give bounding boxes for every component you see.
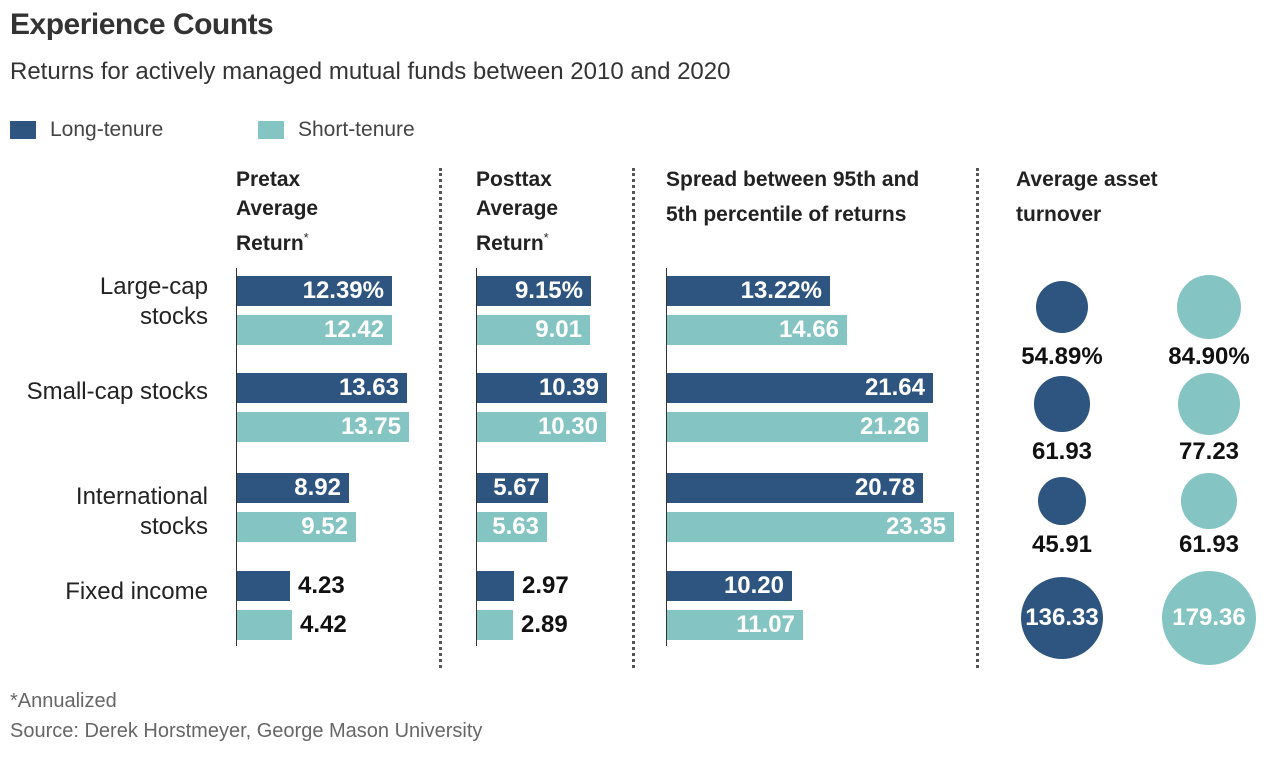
column-heading-spread-text: Spread between 95th and 5th percentile o…: [666, 168, 920, 226]
axis-line-pretax: [236, 268, 237, 646]
legend-swatch-long-tenure: [10, 121, 36, 139]
bar-spread-long-tenure-small-cap-stocks: 21.64: [667, 373, 933, 403]
bar-pretax-long-tenure-international-stocks: 8.92: [237, 473, 349, 503]
bubble-value-label: 54.89%: [1021, 343, 1103, 370]
bar-value-label: 23.35: [885, 513, 946, 540]
axis-line-spread: [666, 268, 667, 646]
bar-value-label: 10.20: [723, 572, 784, 599]
bubble-value-label: 61.93: [1031, 438, 1093, 465]
bar-value-label: 13.63: [338, 374, 399, 401]
chart-title: Experience Counts: [10, 8, 274, 41]
column-heading-spread: Spread between 95th and 5th percentile o…: [666, 165, 919, 229]
footnote: *Annualized: [10, 690, 117, 712]
bubble-value-label: 45.91: [1031, 531, 1093, 558]
bar-posttax-short-tenure-fixed-income: 2.89: [477, 610, 568, 640]
bar-posttax-short-tenure-international-stocks: 5.63: [477, 512, 547, 542]
bar-value-label: 12.42: [323, 316, 384, 343]
bar-value-label: 20.78: [854, 474, 915, 501]
column-heading-posttax-text: Posttax Average Return: [476, 168, 559, 255]
bar-spread-short-tenure-large-cap-stocks: 14.66: [667, 315, 847, 345]
bubble-turnover-short-tenure-international-stocks: [1181, 473, 1237, 529]
legend-item-short-tenure: Short-tenure: [258, 117, 415, 143]
bubble-turnover-long-tenure-fixed-income: [1021, 577, 1103, 659]
bar-value-label: 9.01: [535, 316, 582, 343]
bar-value-label: 10.30: [537, 413, 598, 440]
bubble-value-label: 136.33: [1025, 604, 1099, 631]
bar-spread-short-tenure-international-stocks: 23.35: [667, 512, 954, 542]
bar-value-label: 9.52: [301, 513, 348, 540]
column-divider: [976, 168, 979, 668]
bar-value-label: 21.64: [864, 374, 925, 401]
bar-posttax-long-tenure-large-cap-stocks: 9.15%: [477, 276, 591, 306]
bar-value-label: 4.42: [300, 611, 347, 638]
column-heading-pretax-text: Pretax Average Return: [236, 168, 319, 255]
bubble-value-label: 61.93: [1178, 531, 1240, 558]
bar-value-label: 21.26: [859, 413, 920, 440]
bar-value-label: 2.97: [522, 572, 569, 599]
bar-spread-long-tenure-fixed-income: 10.20: [667, 571, 792, 601]
column-heading-pretax: Pretax Average Return*: [236, 165, 318, 258]
bubble-value-label: 77.23: [1178, 438, 1240, 465]
bar-value-label: 14.66: [778, 316, 839, 343]
bar-spread-long-tenure-international-stocks: 20.78: [667, 473, 923, 503]
bar-value-label: 13.75: [340, 413, 401, 440]
legend-item-long-tenure: Long-tenure: [10, 117, 163, 143]
bar-value-label: 8.92: [294, 474, 341, 501]
row-label-international-stocks: International stocks: [75, 483, 208, 540]
bar-spread-short-tenure-fixed-income: 11.07: [667, 610, 803, 640]
column-heading-posttax-marker: *: [543, 230, 549, 245]
column-heading-posttax: Posttax Average Return*: [476, 165, 558, 258]
bar-pretax-short-tenure-fixed-income: 4.42: [237, 610, 347, 640]
bar-value-label: 4.23: [298, 572, 345, 599]
legend-label-long-tenure: Long-tenure: [50, 118, 164, 141]
bar-value-label: 10.39: [538, 374, 599, 401]
column-heading-pretax-marker: *: [303, 230, 309, 245]
bubble-turnover-short-tenure-large-cap-stocks: [1176, 274, 1242, 340]
column-heading-turnover: Average asset turnover: [1016, 165, 1158, 229]
bar-value-label: 13.22%: [740, 277, 822, 304]
chart-subtitle: Returns for actively managed mutual fund…: [10, 58, 731, 85]
bubble-value-label: 179.36: [1172, 604, 1246, 631]
bar-pretax-long-tenure-small-cap-stocks: 13.63: [237, 373, 407, 403]
row-label-small-cap-stocks: Small-cap stocks: [26, 378, 208, 405]
bar-spread-short-tenure-small-cap-stocks: 21.26: [667, 412, 928, 442]
bubble-value-label: 84.90%: [1168, 343, 1250, 370]
bar-pretax-long-tenure-large-cap-stocks: 12.39%: [237, 276, 392, 306]
bar-posttax-short-tenure-small-cap-stocks: 10.30: [477, 412, 606, 442]
bubble-turnover-short-tenure-fixed-income: [1161, 570, 1257, 666]
bar-spread-long-tenure-large-cap-stocks: 13.22%: [667, 276, 830, 306]
bar-posttax-short-tenure-large-cap-stocks: 9.01: [477, 315, 590, 345]
row-label-large-cap-stocks: Large-cap stocks: [99, 273, 208, 330]
row-label-fixed-income: Fixed income: [65, 578, 208, 605]
bar-value-label: 11.07: [736, 611, 795, 638]
bubble-turnover-long-tenure-small-cap-stocks: [1034, 376, 1090, 432]
bar-value-label: 5.63: [492, 513, 539, 540]
bar-posttax-long-tenure-international-stocks: 5.67: [477, 473, 548, 503]
bar-pretax-long-tenure-fixed-income: 4.23: [237, 571, 345, 601]
bar-value-label: 2.89: [521, 611, 568, 638]
bar-pretax-short-tenure-international-stocks: 9.52: [237, 512, 356, 542]
bar-value-label: 5.67: [493, 474, 540, 501]
bar-value-label: 9.15%: [514, 277, 583, 304]
column-divider: [439, 168, 442, 668]
bar-posttax-long-tenure-small-cap-stocks: 10.39: [477, 373, 607, 403]
source-note: Source: Derek Horstmeyer, George Mason U…: [10, 720, 483, 742]
legend-swatch-short-tenure: [258, 121, 284, 139]
column-heading-turnover-text: Average asset turnover: [1016, 168, 1158, 226]
bar-pretax-short-tenure-small-cap-stocks: 13.75: [237, 412, 409, 442]
bubble-turnover-short-tenure-small-cap-stocks: [1178, 373, 1240, 435]
axis-line-posttax: [476, 268, 477, 646]
bubble-turnover-long-tenure-large-cap-stocks: [1035, 280, 1089, 333]
legend-label-short-tenure: Short-tenure: [298, 118, 415, 141]
bar-posttax-long-tenure-fixed-income: 2.97: [477, 571, 569, 601]
bar-value-label: 12.39%: [302, 277, 384, 304]
bar-pretax-short-tenure-large-cap-stocks: 12.42: [237, 315, 392, 345]
bubble-turnover-long-tenure-international-stocks: [1038, 477, 1086, 525]
column-divider: [632, 168, 635, 668]
